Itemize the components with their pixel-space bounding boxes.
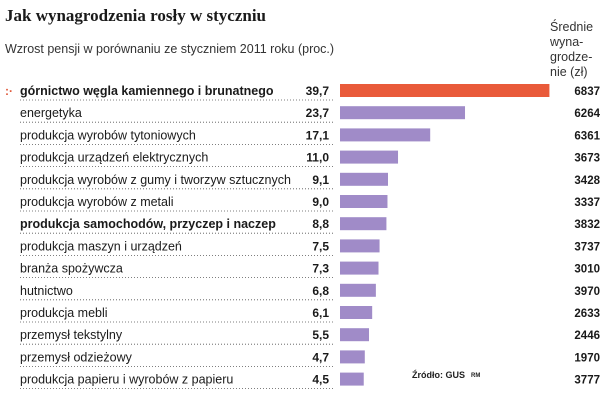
growth-value-label: 7,3 [312,262,329,276]
bar [340,106,466,120]
growth-value-label: 7,5 [312,239,329,253]
bar [340,350,365,364]
growth-value-label: 9,0 [312,195,329,209]
source-note: Źródło: GUS RM [412,370,480,380]
wage-value-label: 2633 [574,308,600,320]
wage-value-label: 1970 [574,352,600,364]
wage-value-label: 3337 [574,197,600,209]
growth-value-label: 6,1 [312,306,329,320]
wage-value-label: 3673 [574,153,600,165]
wage-value-label: 3428 [574,175,600,187]
category-label: produkcja samochodów, przyczep i naczep [20,217,276,231]
growth-value-label: 39,7 [306,84,330,98]
wage-header-line: nie (zł) [550,65,588,79]
bar [340,239,380,253]
chart-rows: :· górnictwo węgla kamiennego i brunatneg… [5,84,601,390]
source-text: Źródło: GUS [412,370,465,380]
wage-header-line: wyna- [550,35,584,49]
bar [340,283,376,297]
wage-value-label: 3970 [574,286,600,298]
category-label: przemysł tekstylny [20,328,123,342]
growth-value-label: 4,5 [312,373,329,387]
category-label: przemysł odzieżowy [20,350,133,364]
wage-value-label: 3777 [574,375,600,387]
category-label: produkcja mebli [20,306,108,320]
bar [340,195,388,208]
category-label: branża spożywcza [20,262,123,276]
category-label: produkcja urządzeń elektrycznych [20,151,208,165]
growth-value-label: 11,0 [306,151,329,165]
category-label: produkcja wyrobów z gumy i tworzyw sztuc… [20,173,291,187]
wage-value-label: 3832 [574,219,600,231]
chart-subtitle: Wzrost pensji w porównaniu ze styczniem … [5,42,335,56]
growth-value-label: 5,5 [312,328,329,342]
category-label: produkcja wyrobów z metali [20,195,174,209]
category-label: hutnictwo [20,284,73,298]
wage-value-label: 2446 [574,330,600,342]
wage-header-line: grodze- [550,50,593,64]
bar [340,306,373,319]
bar [340,172,389,186]
wage-value-label: 6361 [574,130,600,142]
bar [340,84,550,97]
category-label: produkcja papieru i wyrobów z papieru [20,373,233,387]
wage-value-label: 3010 [574,264,600,276]
wage-value-label: 6837 [574,86,600,98]
category-label: górnictwo węgla kamiennego i brunatnego [20,84,274,98]
highlight-marker: :· [5,84,13,98]
growth-value-label: 6,8 [312,284,329,298]
bar [340,261,379,275]
wage-value-label: 3737 [574,241,600,253]
category-label: produkcja maszyn i urządzeń [20,239,182,253]
growth-value-label: 9,1 [312,173,329,187]
wage-header-line: Średnie [550,20,594,34]
category-label: produkcja wyrobów tytoniowych [20,128,196,142]
bar [340,128,431,142]
growth-value-label: 8,8 [312,217,329,231]
growth-value-label: 17,1 [306,128,330,142]
source-tag: RM [471,372,481,379]
chart-title: Jak wynagrodzenia rosły w styczniu [5,6,267,25]
category-label: energetyka [20,106,82,120]
growth-value-label: 23,7 [306,106,330,120]
bar [340,217,387,231]
bar [340,372,364,386]
bar [340,150,399,164]
wage-column-header: Średnie wyna- grodze- nie (zł) [550,20,612,80]
growth-value-label: 4,7 [312,350,329,364]
bar [340,328,370,342]
wage-value-label: 6264 [574,108,600,120]
